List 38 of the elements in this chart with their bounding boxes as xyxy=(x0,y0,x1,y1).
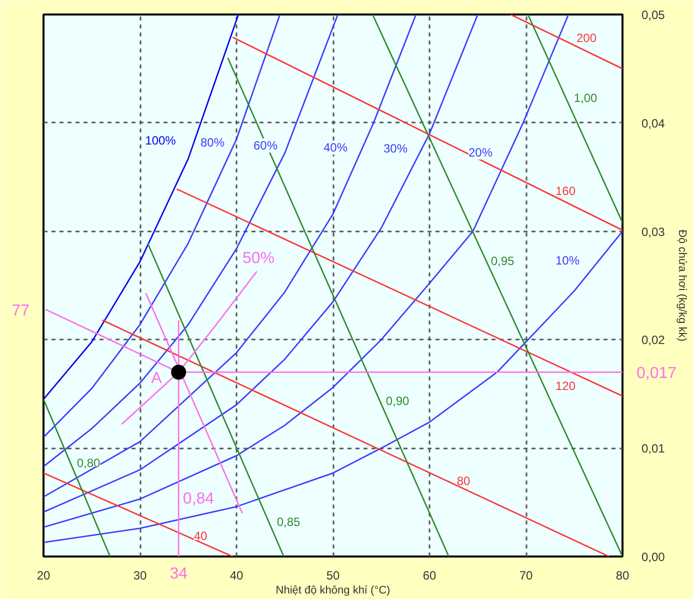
annotation: 40 xyxy=(194,529,208,543)
annotation: 120 xyxy=(555,379,576,393)
annotation: 0,84 xyxy=(182,490,214,508)
annotation: 10% xyxy=(555,254,580,268)
annotation: 20% xyxy=(468,146,493,160)
y-axis-title: Độ chứa hơi (kg/kg kk) xyxy=(676,230,688,342)
y-tick-label: 0,00 xyxy=(642,550,666,564)
annotation: 0,95 xyxy=(490,254,515,268)
x-tick-label: 30 xyxy=(133,568,147,582)
x-tick-label: 80 xyxy=(616,568,630,582)
text: 77 xyxy=(12,302,30,320)
y-tick-label: 0,01 xyxy=(642,442,666,456)
annotation: A xyxy=(151,370,162,387)
annotation: 0,80 xyxy=(76,456,101,470)
y-tick-label: 0,05 xyxy=(642,8,666,22)
x-tick-label: 20 xyxy=(36,568,50,582)
y-tick-label: 0,02 xyxy=(642,333,666,348)
annotation: 30% xyxy=(383,142,408,156)
annotation: 0,85 xyxy=(276,515,301,529)
x-tick-label: 70 xyxy=(519,568,533,582)
annotation: 1,00 xyxy=(574,91,598,105)
annotation: 80% xyxy=(200,136,225,150)
annotation: 0,90 xyxy=(386,394,410,408)
annotation: 160 xyxy=(555,184,576,198)
annotation: 40% xyxy=(323,140,348,154)
annotation: 80 xyxy=(456,474,470,488)
y-tick-label: 0,04 xyxy=(642,116,666,130)
annotation: 60% xyxy=(253,138,278,152)
x-tick-label: 50 xyxy=(326,568,340,582)
x-axis-title: Nhiệt độ không khí (°C) xyxy=(276,584,390,596)
x-tick-label: 60 xyxy=(422,568,436,582)
text: 0,017 xyxy=(636,365,677,382)
x-tick-label: 40 xyxy=(230,568,244,582)
annotation: 100% xyxy=(145,134,176,148)
y-tick-label: 0,03 xyxy=(642,224,666,239)
text: 34 xyxy=(170,566,188,582)
annotation: 200 xyxy=(576,31,597,45)
annotation: 50% xyxy=(242,250,275,267)
